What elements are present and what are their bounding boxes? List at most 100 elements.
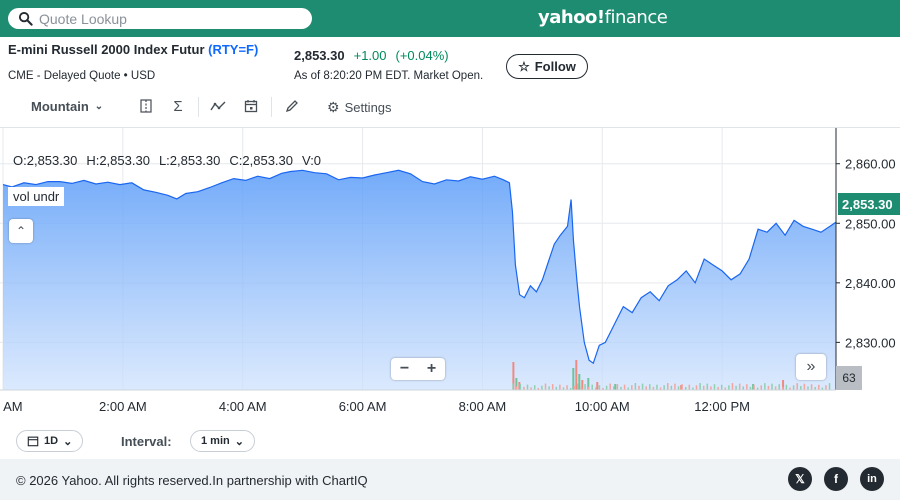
volume-bar [656, 384, 658, 390]
volume-bar [760, 385, 762, 390]
volume-bar [803, 383, 806, 390]
interval-selector[interactable]: 1 min ⌄ [190, 430, 255, 452]
volume-bar [771, 383, 773, 390]
volume-bar [530, 387, 532, 390]
chart-type-dropdown[interactable]: Mountain ⌄ [31, 99, 103, 114]
yahoo-finance-logo[interactable]: yahoo!finance [538, 7, 668, 28]
volume-bar [735, 385, 737, 390]
instrument-symbol: (RTY=F) [208, 42, 259, 57]
volume-bar [645, 386, 647, 390]
volume-bar [519, 384, 522, 390]
ohlc-readout: O:2,853.30 H:2,853.30 L:2,853.30 C:2,853… [13, 153, 321, 168]
volume-bar [515, 386, 518, 390]
volume-bar [559, 384, 561, 390]
x-tick-label: 4:00 AM [219, 399, 267, 414]
volume-bar [753, 384, 755, 390]
x-tick-label: 0 AM [0, 399, 23, 414]
quote-lookup-search[interactable] [8, 8, 312, 29]
volume-bar [634, 383, 637, 390]
draw-trend-icon[interactable] [208, 96, 228, 116]
volume-bar [807, 386, 809, 390]
interval-label: Interval: [121, 434, 172, 449]
volume-bar [526, 384, 529, 390]
volume-bar [575, 360, 578, 390]
volume-bar [515, 378, 518, 390]
volume-bar [800, 385, 802, 390]
volume-bar [638, 385, 640, 390]
chevron-down-icon: ⌄ [63, 435, 73, 448]
volume-bar [713, 384, 716, 390]
volume-bar [562, 387, 565, 390]
volume-bar [670, 385, 673, 390]
volume-bar [818, 384, 820, 390]
volume-bar [609, 383, 611, 390]
volume-bar [702, 385, 705, 390]
last-price: 2,853.30 [294, 48, 345, 63]
volume-bar [680, 385, 683, 390]
volume-bar [731, 383, 734, 390]
search-icon [18, 11, 33, 26]
follow-button[interactable]: ☆ Follow [506, 54, 588, 79]
chart-canvas[interactable]: 2,860.00 2,850.00 2,840.00 2,830.00 0 AM 2:00… [0, 128, 900, 418]
price-change-percent: (+0.04%) [395, 48, 449, 63]
settings-label: Settings [344, 100, 392, 115]
scroll-to-latest-button[interactable]: » [796, 354, 826, 380]
quote-source: CME - Delayed Quote • USD [8, 70, 156, 82]
volume-bar [569, 387, 572, 390]
chart-type-label: Mountain [31, 99, 89, 114]
volume-bar [663, 385, 665, 390]
volume-bar [756, 387, 759, 390]
price-area [3, 170, 836, 390]
range-selector[interactable]: 1D ⌄ [16, 430, 84, 452]
volume-bar [577, 383, 579, 390]
price-row: 2,853.30 +1.00 (+0.04%) [294, 48, 449, 63]
instrument-name: E-mini Russell 2000 Index Futur (RTY=F) [8, 42, 258, 57]
volume-bar [825, 385, 827, 390]
price-line [2, 169, 837, 365]
volume-bar [821, 387, 824, 390]
volume-bar [649, 384, 651, 390]
zoom-out-button[interactable]: − [399, 360, 410, 377]
as-of-time: As of 8:20:20 PM EDT. Market Open. [294, 70, 484, 82]
volume-bar [614, 384, 617, 390]
pencil-icon[interactable] [282, 96, 302, 116]
volume-bar [620, 386, 622, 390]
volume-bar [782, 387, 784, 390]
study-label[interactable]: vol undr [8, 187, 65, 206]
volume-bar [789, 387, 791, 390]
compare-icon[interactable] [136, 96, 156, 116]
volume-bar [792, 385, 795, 390]
volume-bar [544, 383, 547, 390]
logo-main: yahoo! [538, 7, 605, 28]
star-icon: ☆ [518, 58, 530, 74]
volume-bar [623, 384, 626, 390]
volume-bar [584, 384, 586, 390]
zoom-in-button[interactable]: + [426, 360, 437, 377]
price-chart[interactable]: 2,860.00 2,850.00 2,840.00 2,830.00 0 AM 2:00… [0, 127, 900, 417]
volume-bar [724, 387, 727, 390]
volume-bar [598, 385, 601, 390]
search-input[interactable] [39, 10, 289, 27]
volume-bar [688, 384, 691, 390]
x-icon[interactable]: 𝕏 [788, 467, 812, 491]
settings-button[interactable]: ⚙ Settings [327, 99, 392, 116]
volume-bar [631, 385, 633, 390]
volume-bar [613, 386, 615, 390]
chevron-down-icon: ⌄ [94, 101, 104, 112]
gear-icon: ⚙ [327, 99, 340, 115]
volume-bar [767, 385, 770, 390]
instrument-title: E-mini Russell 2000 Index Futur [8, 42, 205, 57]
volume-bar [627, 387, 629, 390]
linkedin-icon[interactable]: in [860, 467, 884, 491]
volume-bar [652, 386, 655, 390]
events-icon[interactable] [241, 96, 261, 116]
close-value: C:2,853.30 [229, 153, 293, 168]
facebook-icon[interactable]: f [824, 467, 848, 491]
indicators-icon[interactable]: Σ [173, 97, 183, 115]
chevron-down-icon: ⌄ [234, 435, 244, 448]
volume-bar [774, 386, 777, 390]
volume-bar [742, 386, 745, 390]
volume-bar [749, 386, 752, 390]
collapse-panel-button[interactable]: ⌃ [9, 219, 33, 243]
follow-label: Follow [534, 59, 576, 74]
